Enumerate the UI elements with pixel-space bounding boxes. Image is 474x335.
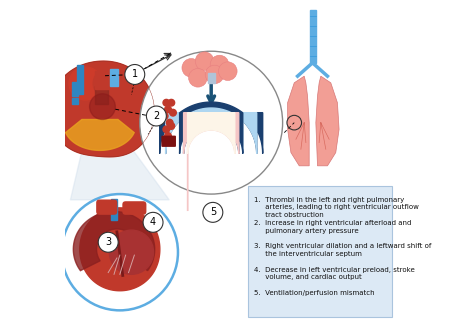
Polygon shape <box>50 61 155 157</box>
Circle shape <box>166 119 173 126</box>
Circle shape <box>109 230 154 274</box>
Circle shape <box>182 59 201 77</box>
Polygon shape <box>80 208 160 291</box>
Circle shape <box>143 212 163 232</box>
Polygon shape <box>310 10 316 63</box>
Polygon shape <box>77 65 83 94</box>
Polygon shape <box>208 73 215 83</box>
Circle shape <box>161 113 168 119</box>
Circle shape <box>62 194 178 310</box>
Circle shape <box>195 52 214 70</box>
Polygon shape <box>71 140 169 200</box>
FancyBboxPatch shape <box>96 199 118 215</box>
Circle shape <box>168 99 174 106</box>
Circle shape <box>168 123 174 129</box>
Polygon shape <box>95 71 113 88</box>
Text: 4: 4 <box>150 217 156 227</box>
Polygon shape <box>72 90 78 96</box>
Circle shape <box>90 94 115 120</box>
Circle shape <box>203 202 223 222</box>
Polygon shape <box>188 113 235 153</box>
Polygon shape <box>111 199 117 220</box>
Circle shape <box>210 55 229 74</box>
Text: 1.  Thrombi in the left and right pulmonary
     arteries, leading to right vent: 1. Thrombi in the left and right pulmona… <box>255 197 419 218</box>
Circle shape <box>164 106 171 113</box>
Circle shape <box>164 133 171 139</box>
FancyBboxPatch shape <box>122 201 146 215</box>
Circle shape <box>219 62 237 80</box>
Circle shape <box>93 69 122 98</box>
Polygon shape <box>183 113 239 211</box>
Circle shape <box>163 126 170 133</box>
Polygon shape <box>160 102 263 153</box>
Polygon shape <box>72 82 78 88</box>
Text: 2.  Increase in right ventricular afterload and
     pulmonary artery pressure: 2. Increase in right ventricular afterlo… <box>255 220 412 234</box>
Polygon shape <box>166 108 257 153</box>
Circle shape <box>170 109 176 116</box>
Circle shape <box>146 106 166 126</box>
Text: 2: 2 <box>153 111 159 121</box>
Text: 5.  Ventilation/perfusion mismatch: 5. Ventilation/perfusion mismatch <box>255 290 375 296</box>
Polygon shape <box>180 113 243 153</box>
FancyBboxPatch shape <box>248 186 392 317</box>
Polygon shape <box>65 120 134 150</box>
Circle shape <box>140 51 283 194</box>
Circle shape <box>125 65 145 84</box>
Polygon shape <box>110 69 118 86</box>
Polygon shape <box>316 76 339 166</box>
Text: 1: 1 <box>132 69 138 79</box>
Polygon shape <box>73 211 155 271</box>
Circle shape <box>69 67 102 100</box>
Polygon shape <box>72 98 78 104</box>
Text: 3.  Right ventricular dilation and a leftward shift of
     the interventricular: 3. Right ventricular dilation and a left… <box>255 243 432 257</box>
Circle shape <box>98 232 118 252</box>
Circle shape <box>189 68 207 87</box>
Text: 5: 5 <box>210 207 216 217</box>
Circle shape <box>205 65 224 84</box>
Text: 3: 3 <box>105 237 111 247</box>
Circle shape <box>163 99 170 106</box>
FancyBboxPatch shape <box>161 136 176 147</box>
Polygon shape <box>288 76 309 166</box>
Text: 4.  Decrease in left ventricular preload, stroke
     volume, and cardiac output: 4. Decrease in left ventricular preload,… <box>255 267 415 280</box>
